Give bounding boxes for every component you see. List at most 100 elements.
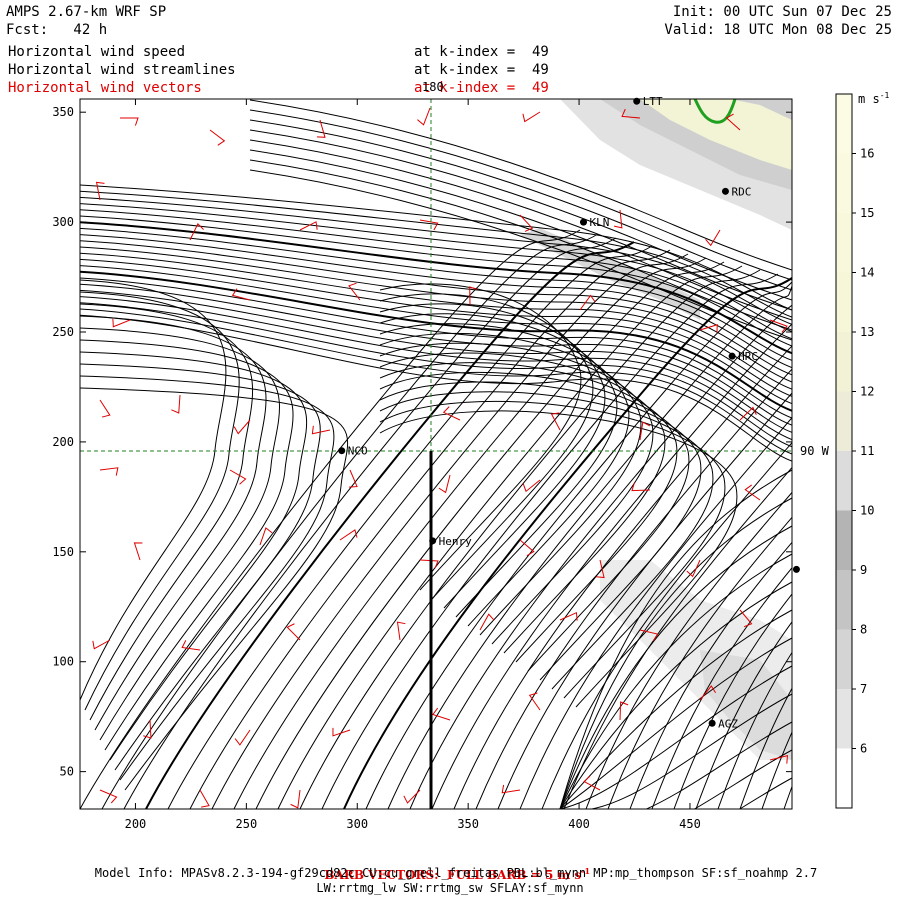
wind-barb (596, 559, 605, 579)
wind-barb (316, 119, 326, 138)
wind-barb (348, 282, 361, 301)
streamline (80, 303, 254, 721)
wind-barb (419, 219, 439, 231)
y-tick-label: 50 (60, 765, 74, 779)
field-level-streamlines: at k-index = 49 (414, 62, 549, 78)
y-tick-label: 150 (52, 545, 74, 559)
wind-barb (639, 421, 651, 441)
colorbar-swatch (836, 213, 852, 273)
streamline (717, 346, 792, 809)
wind-barb (519, 539, 535, 557)
wind-barb (559, 611, 578, 621)
streamline (559, 553, 792, 809)
wind-speed-shading (520, 99, 792, 760)
x-tick-label: 350 (457, 817, 479, 831)
streamline (80, 351, 308, 761)
station-label: HRC (738, 350, 758, 363)
streamline (80, 315, 267, 731)
wind-barb (259, 527, 273, 546)
streamline (497, 306, 792, 809)
streamline (607, 326, 792, 809)
streamline (379, 323, 630, 627)
station-label: NCO (348, 445, 368, 458)
wind-barb (229, 469, 247, 485)
station-marker (728, 352, 736, 360)
wind-barb (189, 222, 204, 241)
streamline (563, 318, 792, 809)
field-level-speed: at k-index = 49 (414, 44, 549, 60)
streamline (379, 400, 726, 699)
colorbar-label: 15 (860, 206, 874, 220)
streamline (277, 265, 743, 809)
wind-barb (725, 113, 741, 131)
streamline (299, 269, 761, 809)
streamline (80, 296, 792, 441)
streamline (560, 721, 792, 809)
colorbar-label: 10 (860, 504, 874, 518)
wind-barb (99, 467, 119, 476)
station-label: KLN (590, 216, 610, 229)
wind-barb (769, 319, 788, 333)
wind-barb (479, 613, 495, 631)
streamline (559, 469, 792, 809)
field-label-vectors: Horizontal wind vectors (8, 80, 202, 96)
wind-barb (519, 214, 534, 232)
stations: NCO Henry KLN RDC LTT HRC AGZ (338, 95, 800, 730)
streamline (249, 159, 792, 331)
streamline (80, 289, 792, 433)
wind-barb (705, 229, 721, 247)
y-tick-label: 300 (52, 215, 74, 229)
wind-barb (112, 318, 131, 328)
streamline (559, 525, 792, 809)
shading-jet-max (640, 99, 792, 170)
shading-southeast-core (700, 650, 792, 760)
y-tick-label: 350 (52, 105, 74, 119)
wind-barb (396, 621, 406, 641)
wind-barb (181, 640, 201, 651)
streamline (379, 410, 738, 708)
y-tick-label: 250 (52, 325, 74, 339)
streamline (249, 99, 792, 271)
wind-barb (619, 701, 629, 721)
streamline (379, 381, 702, 681)
streamline (379, 352, 666, 654)
colorbar-swatch (836, 510, 852, 570)
streamline (560, 749, 792, 809)
wind-barb (739, 406, 757, 421)
colorbar-swatch (836, 689, 852, 749)
streamline (559, 665, 792, 809)
streamline (560, 777, 792, 809)
field-level-vectors: at k-index = 49 (414, 80, 549, 96)
barb-note-text: BARB VECTORS: FULL BARB = 5 m s (324, 868, 582, 882)
init-time: Init: 00 UTC Sun 07 Dec 25 (672, 4, 892, 20)
streamline (80, 375, 335, 781)
x-tick-label: 450 (679, 817, 701, 831)
streamline (80, 215, 792, 347)
streamlines (80, 99, 792, 809)
wind-barb (501, 784, 521, 794)
x-axis: 200 250 300 350 400 450 (125, 99, 701, 831)
wind-barb (522, 111, 541, 123)
wind-barb (209, 129, 226, 146)
wind-barb (744, 484, 761, 501)
station-marker (792, 565, 800, 573)
station-label: LTT (643, 95, 663, 108)
colorbar-swatch (836, 629, 852, 689)
streamline (80, 246, 792, 383)
wind-barb (286, 623, 301, 641)
wind-barb (133, 542, 143, 561)
streamline (80, 283, 792, 426)
map-frame (79, 98, 793, 810)
wind-barb (92, 639, 111, 650)
barb-note-exponent: -1 (581, 866, 591, 876)
streamline (379, 342, 654, 645)
streamline (249, 109, 792, 281)
station-marker (429, 537, 437, 545)
station-marker (633, 97, 641, 105)
wind-barb (234, 729, 251, 746)
wind-barb (699, 685, 717, 701)
colorbar-label: 14 (860, 266, 874, 280)
streamline (255, 261, 725, 809)
streamline (80, 240, 792, 376)
streamline (249, 169, 792, 341)
